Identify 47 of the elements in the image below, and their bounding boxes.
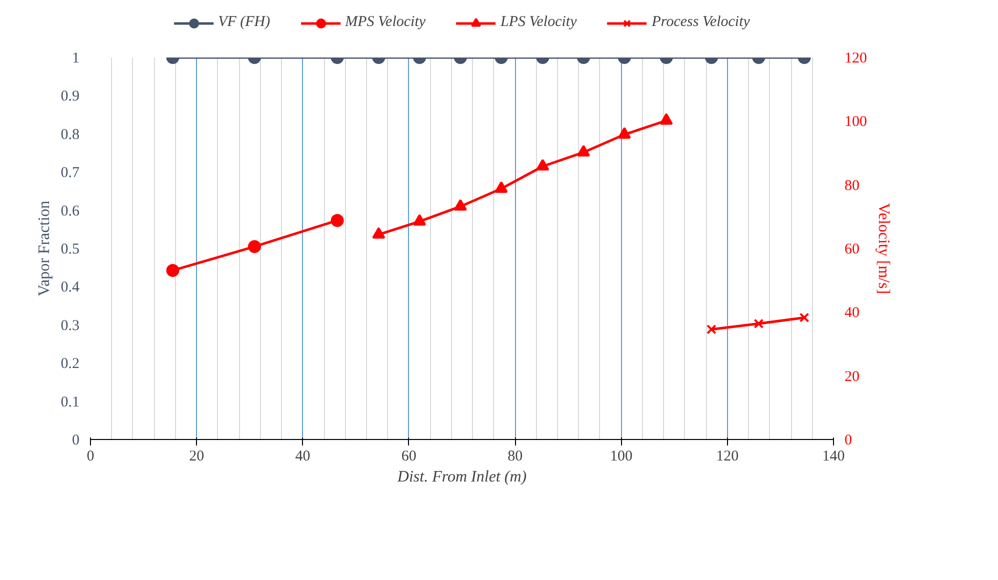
y2-tick-label: 0 (844, 432, 852, 448)
point (494, 181, 508, 193)
x-tick-label: 20 (189, 448, 204, 464)
x-tick-label: 40 (295, 448, 310, 464)
y-tick-label: 0.1 (60, 394, 80, 410)
y-tick-label: 0 (72, 432, 80, 448)
y2-tick-label: 100 (844, 114, 867, 130)
y2-tick-label: 60 (844, 242, 860, 258)
y2-tick-label: 120 (844, 50, 867, 66)
point (413, 214, 426, 226)
point (660, 113, 673, 125)
point (754, 318, 764, 329)
y-tick-label: 0.9 (60, 88, 80, 105)
y2-tick-label: 80 (844, 178, 860, 194)
y-tick-label: 0.3 (60, 318, 80, 334)
x-tick-label: 120 (716, 448, 739, 464)
y-tick-label: 0.6 (60, 203, 80, 220)
y-axis-title: Vapor Fraction (36, 200, 53, 296)
y-tick-label: 0.7 (60, 165, 80, 182)
y-tick-label: 0.8 (60, 126, 80, 143)
x-axis-title: Dist. From Inlet (m) (396, 468, 527, 486)
point (577, 145, 590, 157)
x-tick-label: 60 (401, 448, 416, 464)
y-tick-label: 0.5 (60, 242, 80, 258)
y-tick-label: 0.2 (60, 356, 80, 372)
x-tick-label: 80 (508, 448, 523, 464)
y-tick-label: 1 (72, 50, 80, 66)
point (454, 199, 467, 211)
legend-label: Process Velocity (652, 14, 750, 31)
point (706, 324, 716, 334)
legend-label: MPS Velocity (345, 14, 426, 31)
y2-axis-title: Velocity [m/s] (875, 202, 892, 294)
point (536, 159, 550, 171)
point (618, 127, 631, 139)
legend-label: VF (FH) (218, 14, 270, 31)
x-tick-label: 100 (610, 448, 632, 464)
x-tick-label: 140 (822, 448, 845, 464)
y-tick-label: 0.4 (60, 280, 80, 296)
point (248, 240, 261, 254)
point (372, 227, 386, 239)
point (330, 214, 344, 227)
y2-tick-label: 20 (844, 368, 860, 385)
y2-tick-label: 40 (844, 305, 860, 322)
point (799, 312, 810, 322)
x-tick-label: 0 (86, 448, 94, 464)
point (166, 264, 180, 277)
legend-label: LPS Velocity (500, 14, 577, 31)
